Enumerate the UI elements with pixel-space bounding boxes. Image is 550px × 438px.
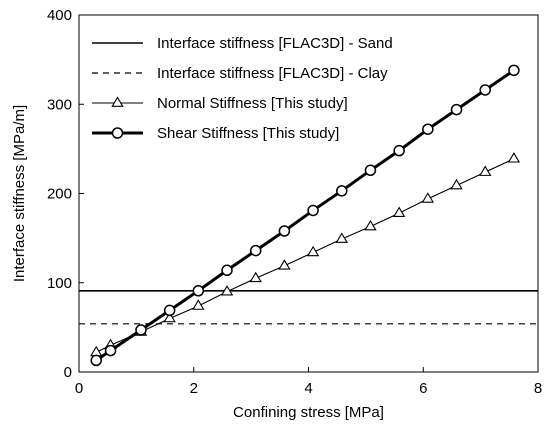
data-point xyxy=(508,64,520,77)
data-point xyxy=(90,354,102,367)
data-point xyxy=(278,225,291,237)
legend-item-4: Shear Stiffness [This study] xyxy=(92,125,339,142)
data-point xyxy=(306,245,320,257)
data-point xyxy=(335,232,348,243)
data-point xyxy=(336,185,348,197)
x-tick-label: 6 xyxy=(419,380,427,397)
data-point xyxy=(392,206,406,217)
legend-item-1: Interface stiffness [FLAC3D] - Sand xyxy=(92,35,393,52)
y-tick-label: 400 xyxy=(47,7,72,24)
data-point xyxy=(393,144,405,157)
x-axis-title: Confining stress [MPa] xyxy=(233,404,384,421)
series-line xyxy=(95,69,515,362)
data-point xyxy=(163,304,176,317)
legend-label: Interface stiffness [FLAC3D] - Sand xyxy=(157,35,393,52)
data-point xyxy=(364,219,377,231)
plot-area xyxy=(79,64,538,367)
y-tick-label: 200 xyxy=(47,186,72,203)
data-point xyxy=(249,244,262,257)
data-point xyxy=(192,285,205,297)
data-point xyxy=(307,204,319,217)
data-point xyxy=(422,123,434,135)
series-4 xyxy=(90,64,520,367)
axes: 0 2 4 6 8 0 100 200 300 400 xyxy=(47,7,542,397)
y-axis-title: Interface stiffness [MPa/m] xyxy=(11,105,28,282)
data-point xyxy=(104,344,117,357)
data-point xyxy=(364,164,377,177)
data-point xyxy=(278,259,291,270)
data-point xyxy=(90,345,103,357)
data-point xyxy=(479,84,491,96)
x-tick-label: 0 xyxy=(75,380,83,397)
legend-item-3: Normal Stiffness [This study] xyxy=(92,95,348,112)
data-point xyxy=(450,178,463,190)
legend-label: Interface stiffness [FLAC3D] - Clay xyxy=(157,65,388,82)
data-point xyxy=(221,264,233,277)
data-point xyxy=(135,324,147,336)
data-point xyxy=(507,152,521,163)
series-line xyxy=(95,158,515,353)
x-tick-label: 2 xyxy=(190,380,198,397)
data-point xyxy=(421,192,435,203)
x-tick-label: 4 xyxy=(304,380,312,397)
legend: Interface stiffness [FLAC3D] - Sand Inter… xyxy=(92,35,393,142)
series-3 xyxy=(90,152,521,357)
data-point xyxy=(479,165,492,176)
y-tick-label: 0 xyxy=(64,364,72,381)
data-point xyxy=(450,103,463,116)
data-point xyxy=(163,311,176,323)
legend-marker xyxy=(111,96,124,107)
y-tick-label: 100 xyxy=(47,275,72,292)
y-tick-label: 300 xyxy=(47,96,72,113)
data-point xyxy=(192,299,205,310)
legend-label: Normal Stiffness [This study] xyxy=(157,95,348,112)
legend-label: Shear Stiffness [This study] xyxy=(157,125,339,142)
data-point xyxy=(220,285,234,296)
x-tick-label: 8 xyxy=(534,380,542,397)
legend-item-2: Interface stiffness [FLAC3D] - Clay xyxy=(92,65,388,82)
legend-marker xyxy=(111,127,124,139)
data-point xyxy=(249,271,262,283)
